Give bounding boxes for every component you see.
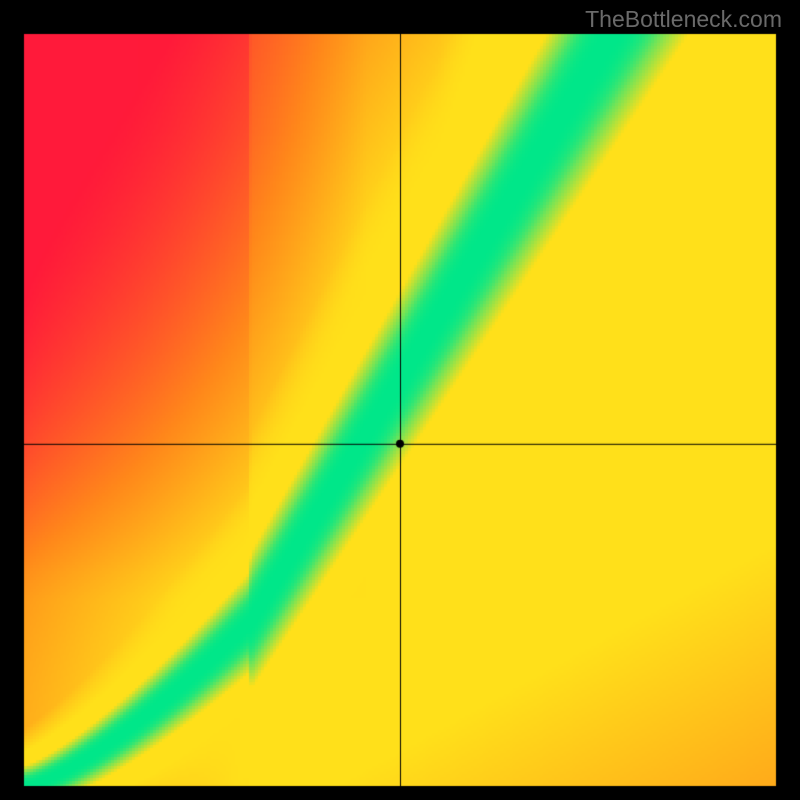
chart-container: TheBottleneck.com (0, 0, 800, 800)
bottleneck-heatmap (0, 0, 800, 800)
watermark-text: TheBottleneck.com (585, 6, 782, 33)
